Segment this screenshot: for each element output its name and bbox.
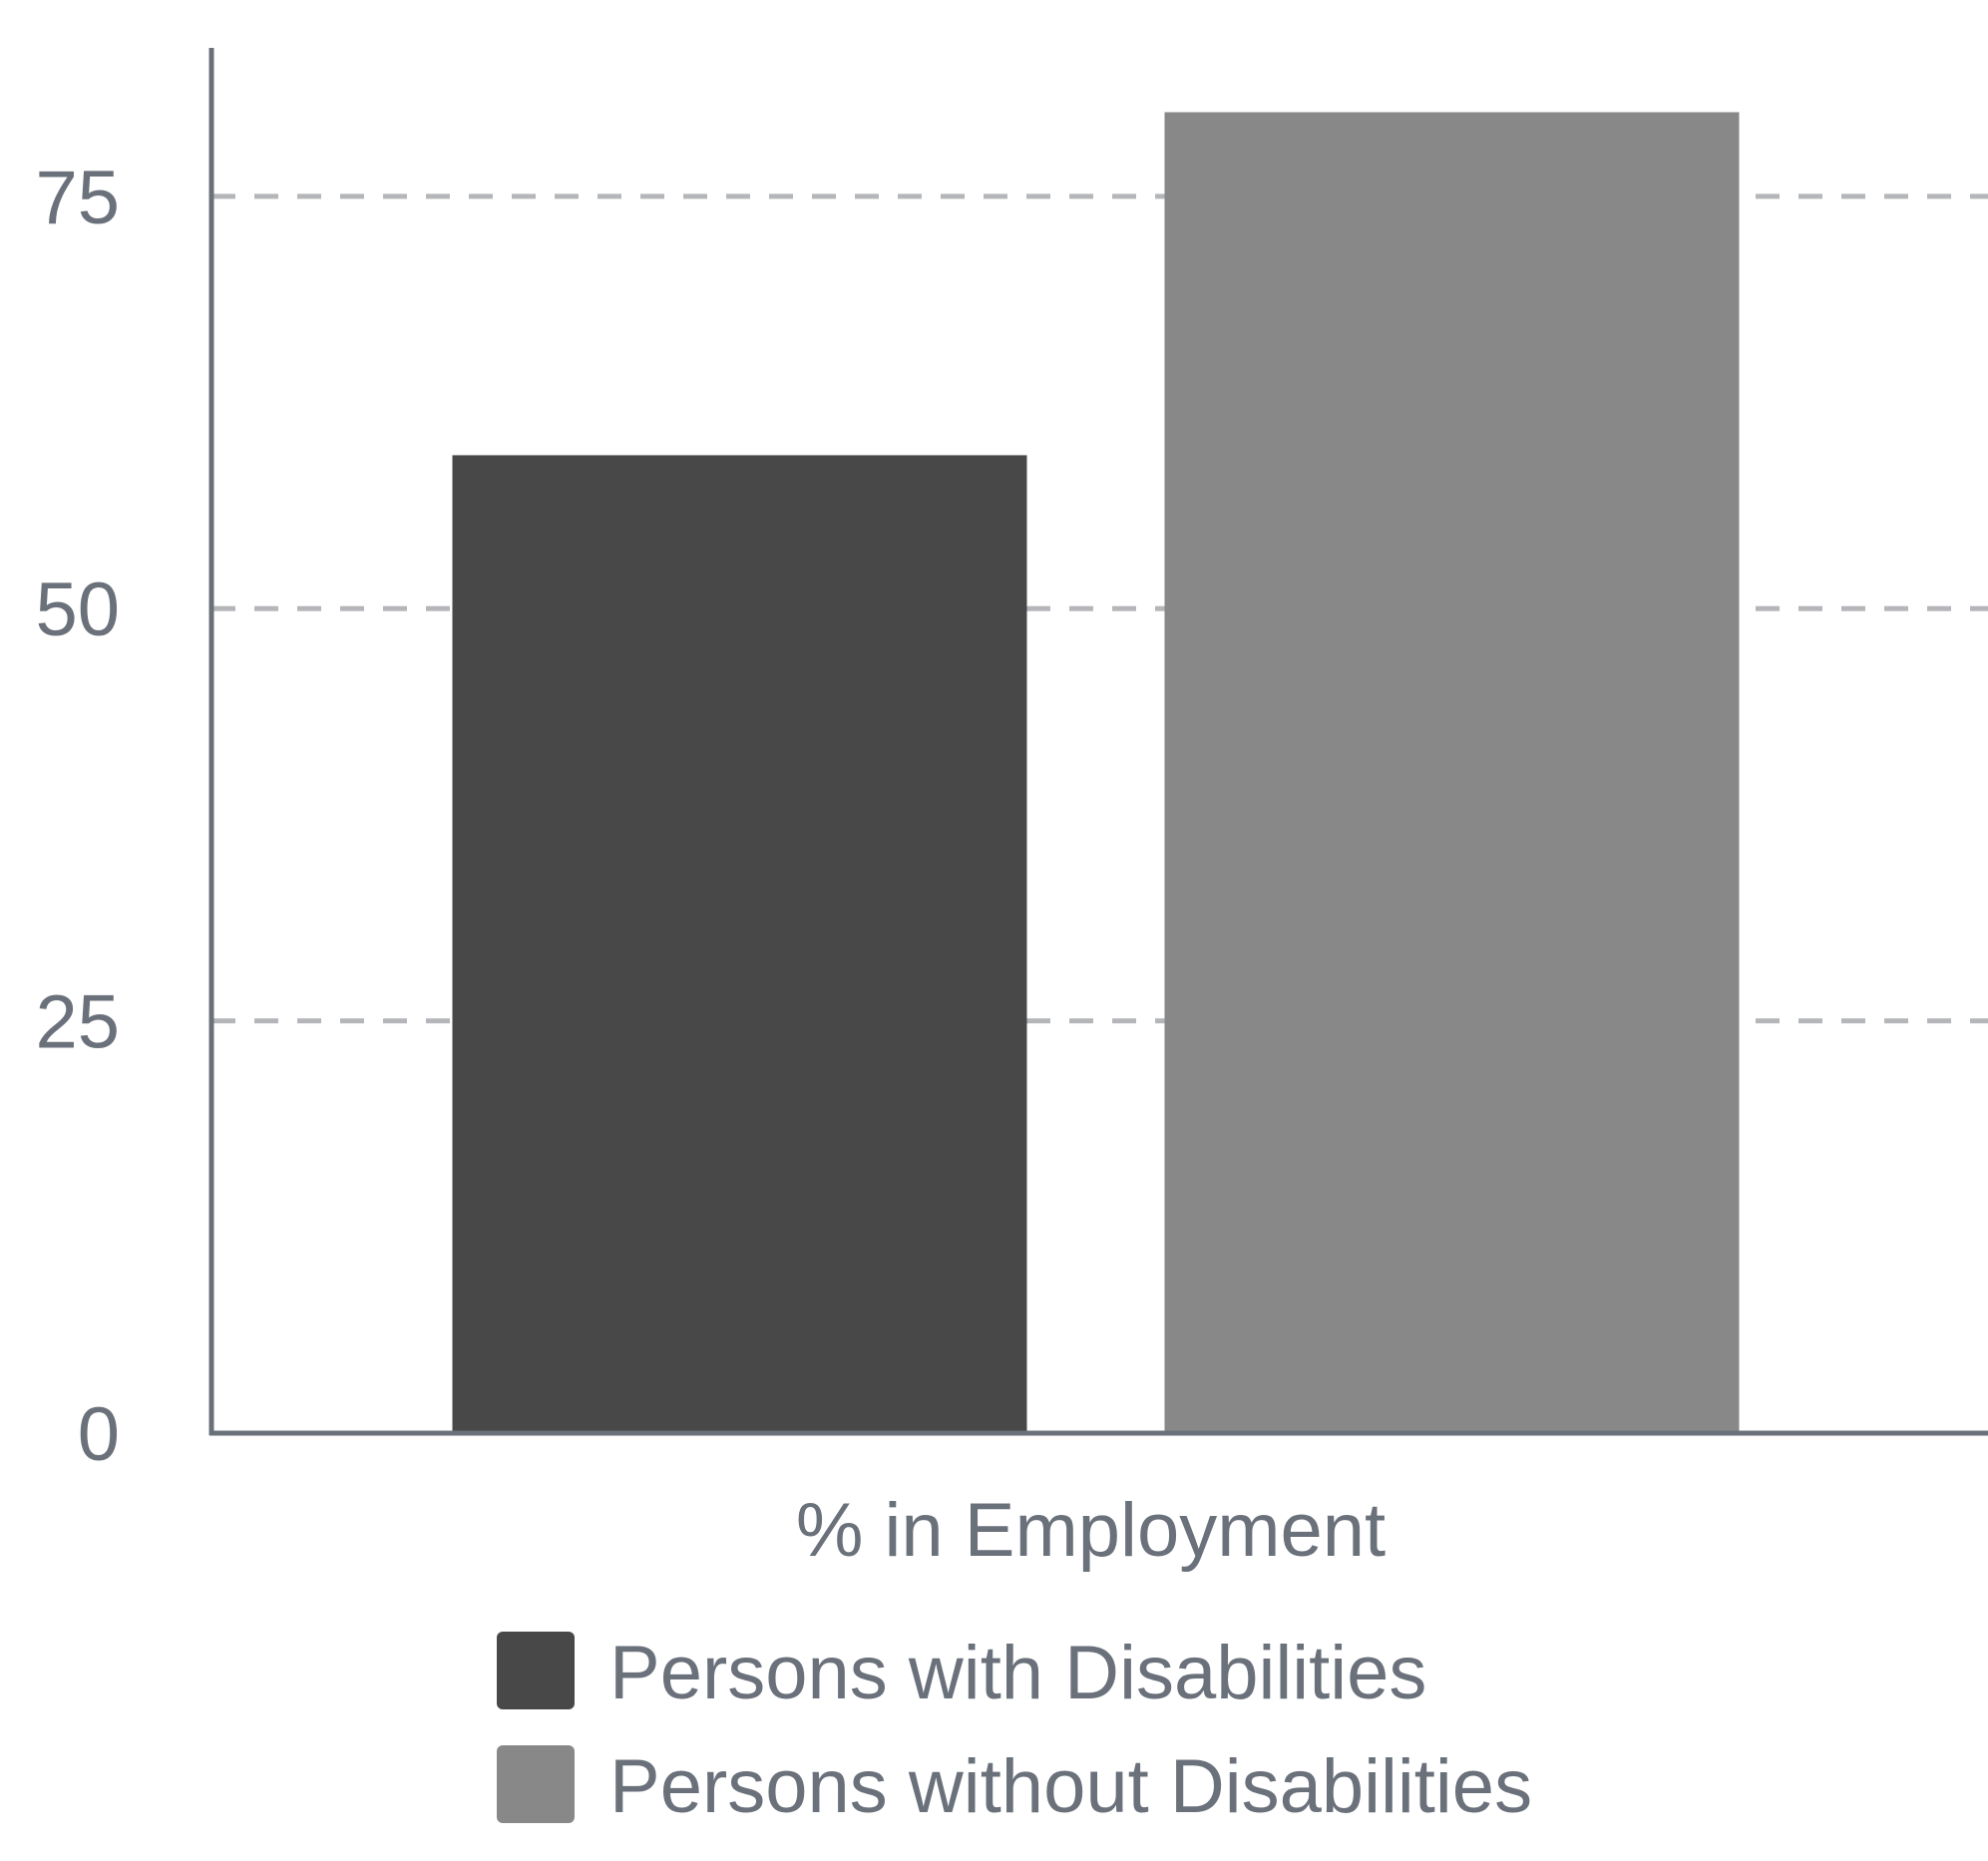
y-tick-label-25: 25 <box>35 980 120 1065</box>
y-tick-label-50: 50 <box>35 567 120 652</box>
y-tick-label-75: 75 <box>35 156 120 240</box>
legend-label-1: Persons with Disabilities <box>609 1631 1426 1715</box>
axes <box>208 48 1988 1436</box>
bar-persons-without-disabilities <box>1164 112 1740 1434</box>
x-category-label: % in Employment <box>796 1488 1386 1573</box>
y-tick-label-0: 0 <box>78 1392 120 1477</box>
bar-persons-with-disabilities <box>452 455 1027 1433</box>
legend-label-2: Persons without Disabilities <box>609 1744 1532 1829</box>
legend-swatch-2 <box>497 1745 575 1823</box>
legend-swatch-1 <box>497 1632 575 1709</box>
x-category-labels: % in Employment <box>796 1488 1386 1573</box>
y-tick-labels: 0 25 50 75 <box>35 156 120 1477</box>
bars <box>452 112 1740 1434</box>
legend: Persons with Disabilities Persons without… <box>497 1631 1532 1829</box>
